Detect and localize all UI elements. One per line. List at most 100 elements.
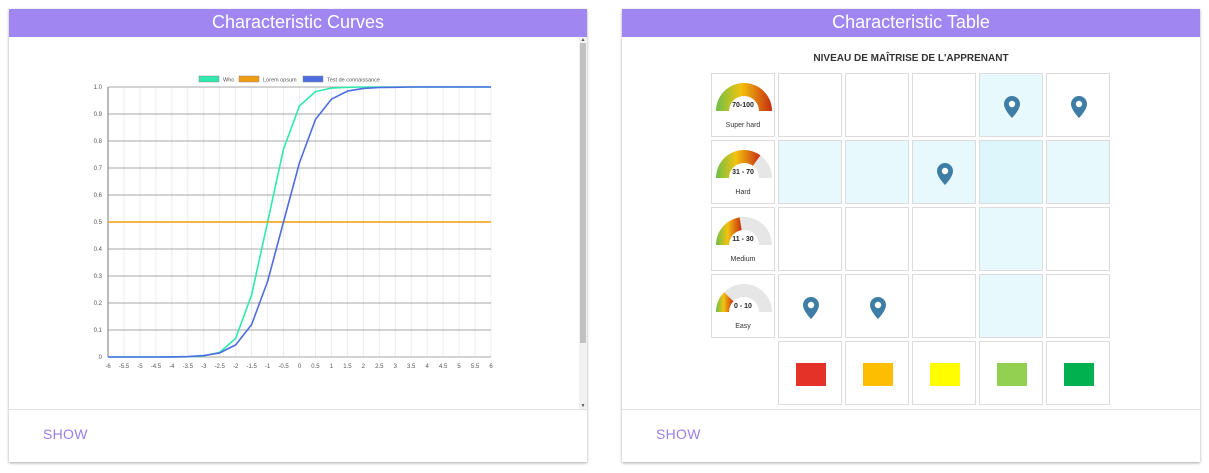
legend-swatch: [238, 75, 260, 83]
card-footer: SHOW: [9, 410, 587, 462]
grid-cell[interactable]: [845, 140, 909, 204]
series-line-test-de-connaissance: [108, 86, 491, 358]
x-tick-label: 3.5: [407, 364, 416, 370]
x-tick-label: 6: [489, 364, 493, 370]
x-tick-label: -6: [105, 364, 111, 370]
characteristic-curves-card: Characteristic Curves -6 -5.5 -5 -4.5 -4 -3.5…: [9, 9, 587, 462]
x-tick-label: 1: [330, 364, 334, 370]
x-tick-label: -4: [169, 364, 175, 370]
level-label: Medium: [730, 256, 756, 263]
table-area: NIVEAU DE MAÎTRISE DE L'APPRENANT 70-100…: [622, 37, 1200, 410]
map-pin-icon[interactable]: [1004, 96, 1020, 118]
x-tick-label: 2: [362, 364, 366, 370]
x-tick-label: -3: [201, 364, 207, 370]
x-tick-label: -5: [137, 364, 143, 370]
level-label: Super hard: [725, 122, 761, 129]
show-button[interactable]: SHOW: [43, 426, 88, 442]
scroll-up-icon[interactable]: ▲: [580, 37, 586, 43]
legend-label: Who: [223, 78, 234, 84]
mastery-color-swatch: [997, 363, 1027, 386]
color-scale-cell: [845, 341, 909, 405]
x-tick-label: -1: [265, 364, 271, 370]
grid-cell[interactable]: [1046, 207, 1110, 271]
gauge-arc: [716, 82, 772, 111]
show-button[interactable]: SHOW: [656, 426, 701, 442]
x-tick-label: -4.5: [151, 364, 162, 370]
x-tick-label: 3: [394, 364, 398, 370]
x-tick-label: 5: [457, 364, 461, 370]
x-tick-label: 2.5: [375, 364, 384, 370]
y-tick-label: 0.8: [94, 139, 103, 145]
legend-label: Test de connaissance: [327, 78, 380, 84]
gauge-range-label: 31 - 70: [732, 169, 754, 176]
map-pin-icon[interactable]: [870, 297, 886, 319]
x-tick-label: -1.5: [246, 364, 257, 370]
grid-cell[interactable]: [1046, 73, 1110, 137]
x-tick-label: 4.5: [439, 364, 448, 370]
grid-cell[interactable]: [778, 207, 842, 271]
grid-cell[interactable]: [778, 274, 842, 338]
grid-cell[interactable]: [912, 207, 976, 271]
grid-cell[interactable]: [912, 73, 976, 137]
y-tick-label: 0: [99, 355, 103, 361]
level-label: Easy: [735, 323, 751, 330]
y-tick-label: 0.7: [94, 166, 103, 172]
level-cell: 70-100 Super hard: [711, 73, 775, 137]
card-footer: SHOW: [622, 410, 1200, 462]
x-tick-label: -2: [233, 364, 239, 370]
mastery-color-swatch: [930, 363, 960, 386]
grid-cell[interactable]: [912, 140, 976, 204]
x-tick-label: 5.5: [471, 364, 480, 370]
table-title: NIVEAU DE MAÎTRISE DE L'APPRENANT: [813, 53, 1009, 64]
y-tick-label: 0.5: [94, 220, 103, 226]
characteristic-table-card: Characteristic Table NIVEAU DE MAÎTRISE …: [622, 9, 1200, 462]
color-scale-cell: [1046, 341, 1110, 405]
mastery-color-swatch: [863, 363, 893, 386]
x-tick-label: -2.5: [215, 364, 226, 370]
grid-cell[interactable]: [845, 73, 909, 137]
difficulty-gauge-icon: [716, 284, 772, 312]
level-label: Hard: [735, 189, 751, 196]
color-scale-cell: [912, 341, 976, 405]
x-tick-label: 0: [298, 364, 302, 370]
color-scale-cell: [778, 341, 842, 405]
scrollbar[interactable]: ▲ ▼: [579, 37, 587, 409]
card-title: Characteristic Curves: [9, 9, 587, 37]
grid-cell[interactable]: [979, 207, 1043, 271]
level-cell: 0 - 10 Easy: [711, 274, 775, 338]
gauge-arc: [716, 150, 761, 178]
x-tick-label: -0.5: [278, 364, 289, 370]
x-tick-label: -3.5: [183, 364, 194, 370]
card-title: Characteristic Table: [622, 9, 1200, 37]
y-tick-label: 1.0: [94, 85, 103, 91]
x-tick-label: -5.5: [119, 364, 130, 370]
difficulty-gauge-icon: [716, 217, 772, 245]
y-tick-label: 0.2: [94, 301, 103, 307]
grid-cell[interactable]: [979, 140, 1043, 204]
grid-cell[interactable]: [845, 207, 909, 271]
grid-cell[interactable]: [1046, 140, 1110, 204]
map-pin-icon[interactable]: [803, 297, 819, 319]
map-pin-icon[interactable]: [937, 163, 953, 185]
color-scale-cell: [979, 341, 1043, 405]
grid-cell[interactable]: [912, 274, 976, 338]
scroll-down-icon[interactable]: ▼: [580, 403, 586, 409]
characteristic-curves-chart: -6 -5.5 -5 -4.5 -4 -3.5 -3 -2.5 -2 -1.5 -1 -0.5 0 0.5…: [94, 75, 493, 370]
level-cell: 31 - 70 Hard: [711, 140, 775, 204]
grid-cell[interactable]: [979, 274, 1043, 338]
grid-cell[interactable]: [845, 274, 909, 338]
x-tick-label: 0.5: [311, 364, 320, 370]
grid-cell[interactable]: [778, 140, 842, 204]
difficulty-gauge-icon: [716, 150, 772, 178]
legend-label: Lorem opsum: [263, 78, 297, 84]
y-tick-label: 0.9: [94, 112, 103, 118]
grid-cell[interactable]: [778, 73, 842, 137]
level-cell: 11 - 30 Medium: [711, 207, 775, 271]
grid-cell[interactable]: [1046, 274, 1110, 338]
grid-cell[interactable]: [979, 73, 1043, 137]
scroll-thumb[interactable]: [580, 43, 586, 343]
map-pin-icon[interactable]: [1071, 96, 1087, 118]
legend-swatch: [302, 75, 324, 83]
y-tick-label: 0.3: [94, 274, 103, 280]
difficulty-gauge-icon: [716, 82, 772, 111]
